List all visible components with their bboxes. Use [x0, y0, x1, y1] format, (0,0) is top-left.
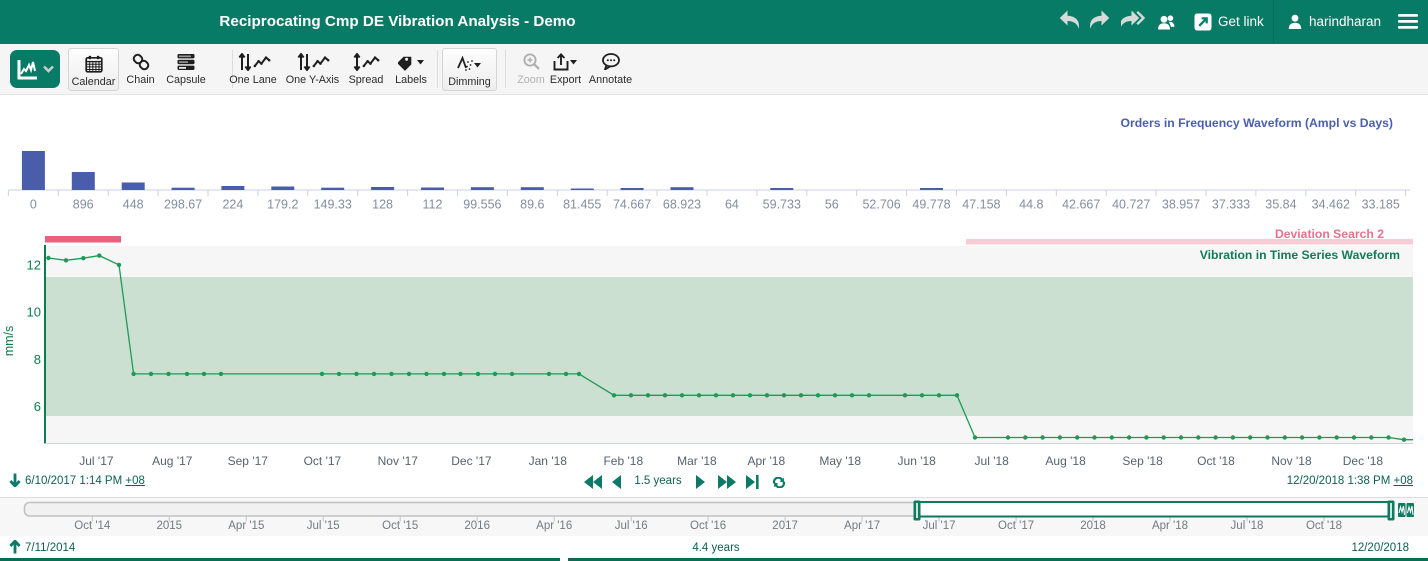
svg-text:896: 896 — [73, 198, 94, 212]
svg-text:12: 12 — [27, 258, 41, 273]
svg-text:112: 112 — [423, 198, 443, 212]
svg-text:8: 8 — [34, 352, 41, 367]
svg-text:89.6: 89.6 — [520, 198, 544, 212]
svg-text:40.727: 40.727 — [1112, 198, 1150, 212]
svg-text:179.2: 179.2 — [267, 198, 298, 212]
svg-text:448: 448 — [123, 198, 144, 212]
svg-text:44.8: 44.8 — [1019, 198, 1043, 212]
svg-text:10: 10 — [27, 305, 41, 320]
svg-text:56: 56 — [825, 198, 839, 212]
svg-text:149.33: 149.33 — [314, 198, 352, 212]
svg-text:33.185: 33.185 — [1362, 198, 1400, 212]
svg-text:mm/s: mm/s — [2, 326, 16, 357]
svg-text:34.462: 34.462 — [1312, 198, 1350, 212]
svg-text:298.67: 298.67 — [164, 198, 202, 212]
svg-text:224: 224 — [222, 198, 243, 212]
svg-text:49.778: 49.778 — [912, 198, 950, 212]
svg-text:37.333: 37.333 — [1212, 198, 1250, 212]
svg-text:74.667: 74.667 — [613, 198, 651, 212]
svg-text:42.667: 42.667 — [1062, 198, 1100, 212]
svg-text:81.455: 81.455 — [563, 198, 601, 212]
svg-text:59.733: 59.733 — [763, 198, 801, 212]
svg-text:128: 128 — [372, 198, 393, 212]
svg-text:47.158: 47.158 — [962, 198, 1000, 212]
svg-text:35.84: 35.84 — [1265, 198, 1296, 212]
svg-text:0: 0 — [30, 198, 37, 212]
svg-text:68.923: 68.923 — [663, 198, 701, 212]
svg-text:6: 6 — [34, 399, 41, 414]
svg-text:52.706: 52.706 — [862, 198, 900, 212]
svg-text:38.957: 38.957 — [1162, 198, 1200, 212]
svg-text:99.556: 99.556 — [463, 198, 501, 212]
svg-text:64: 64 — [725, 198, 739, 212]
